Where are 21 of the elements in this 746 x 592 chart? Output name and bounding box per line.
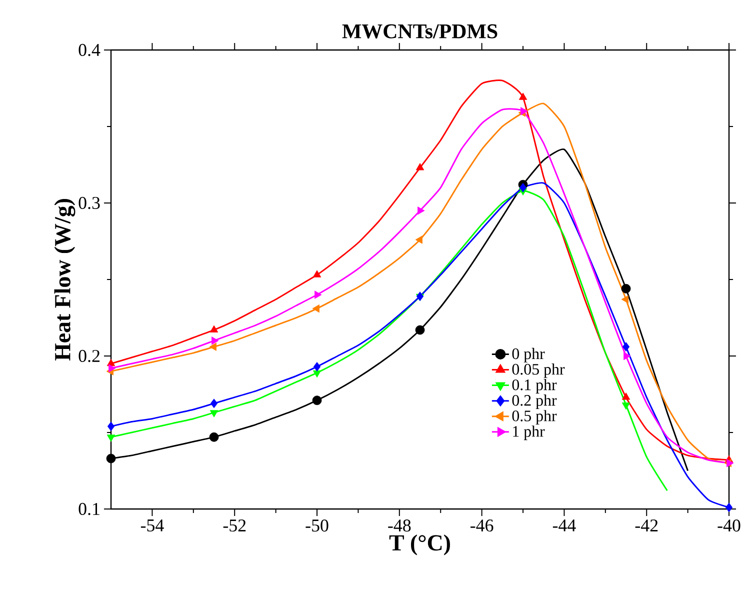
legend-label: 0.5 phr bbox=[512, 410, 557, 425]
x-axis-title: T (°C) bbox=[389, 534, 450, 556]
x-tick-label: -50 bbox=[306, 520, 328, 532]
y-axis-title: Heat Flow (W/g) bbox=[54, 199, 76, 361]
legend-label: 0.1 phr bbox=[512, 379, 557, 394]
legend-label: 0 phr bbox=[512, 348, 545, 362]
x-tick-label: -42 bbox=[635, 520, 658, 532]
x-tick-label: -46 bbox=[470, 520, 494, 532]
y-tick-label: 0.4 bbox=[78, 44, 100, 56]
x-tick-label: -44 bbox=[552, 519, 576, 532]
x-tick-label: -54 bbox=[140, 519, 164, 532]
x-tick-label: -48 bbox=[388, 520, 411, 532]
legend-label: 1 phr bbox=[513, 426, 545, 440]
y-tick-label: 0.1 bbox=[78, 502, 100, 516]
y-tick-label: 0.3 bbox=[78, 196, 100, 210]
x-tick-label: -52 bbox=[223, 520, 246, 532]
legend-label: 0.05 phr bbox=[512, 363, 565, 378]
x-tick-label: -40 bbox=[718, 520, 740, 532]
y-tick-label: 0.2 bbox=[78, 350, 100, 362]
chart-title: MWCNTs/PDMS bbox=[342, 24, 498, 38]
legend-label: 0.2 phr bbox=[512, 394, 557, 409]
